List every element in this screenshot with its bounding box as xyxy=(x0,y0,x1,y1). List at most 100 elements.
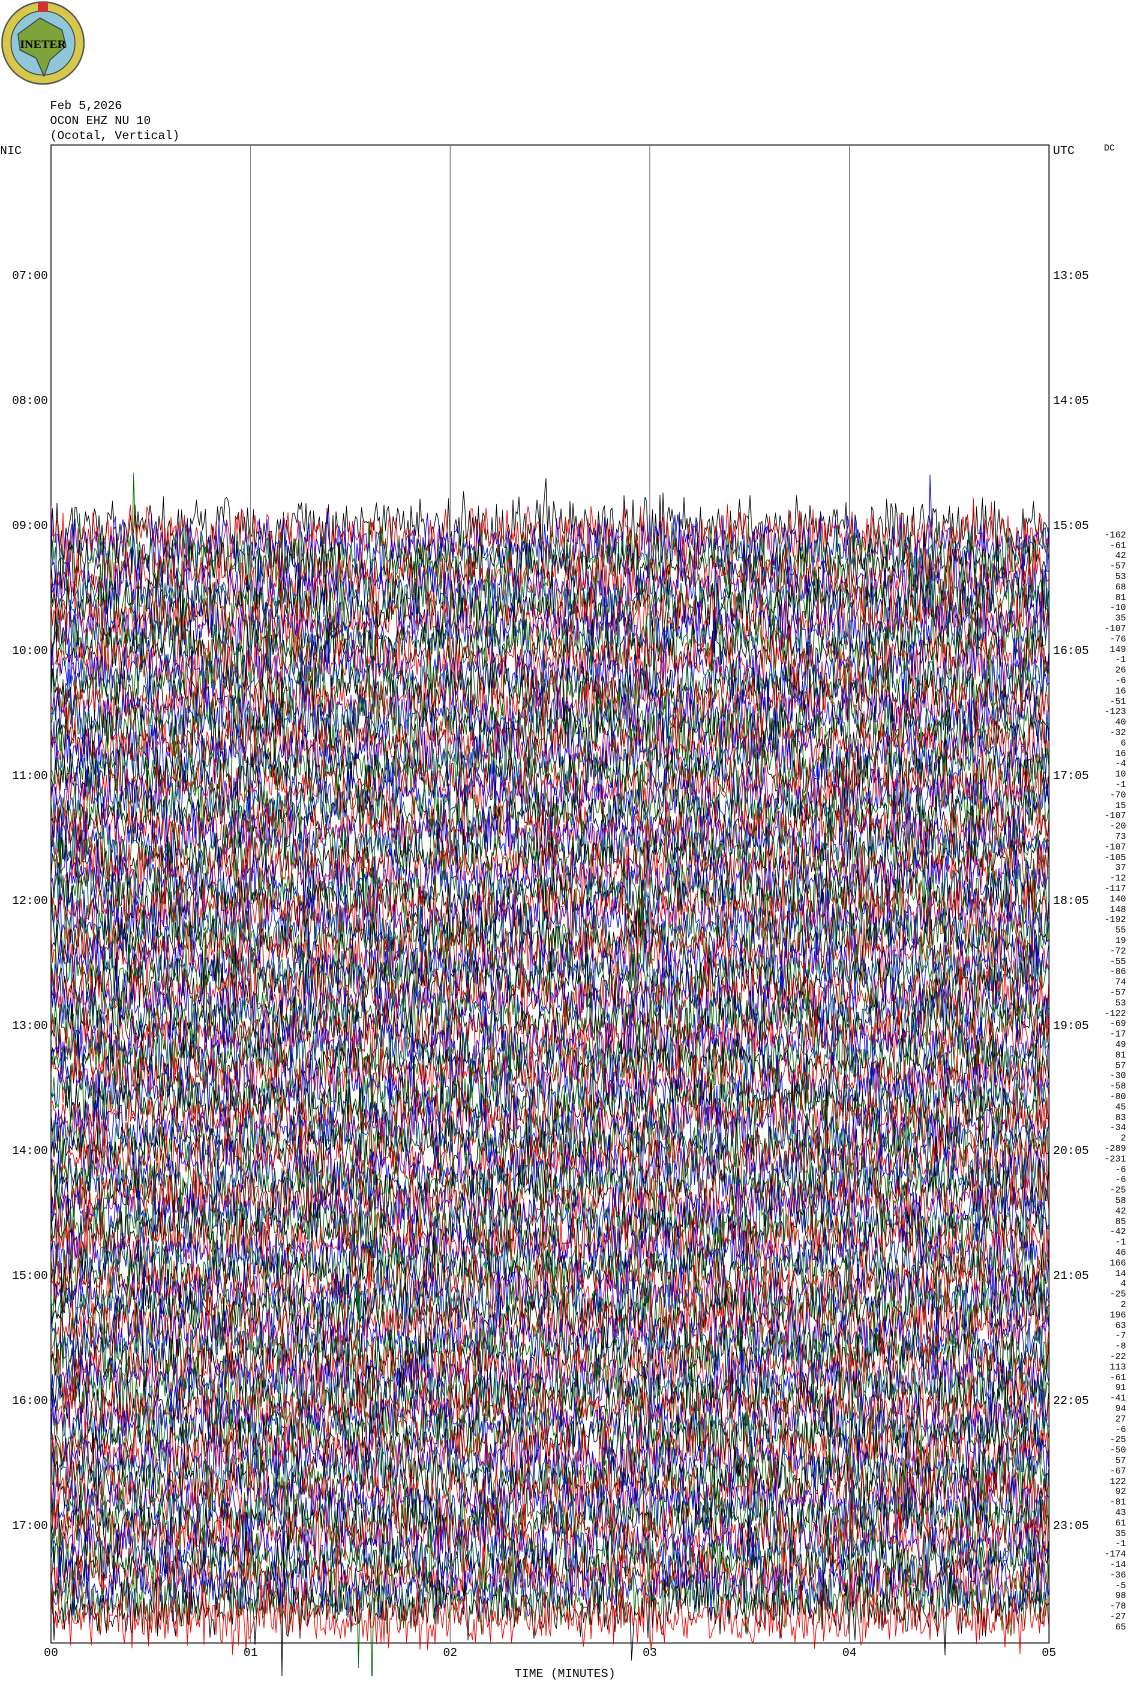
dc-value: -162 xyxy=(1104,530,1126,540)
dc-value: 2 xyxy=(1121,1300,1126,1310)
utc-time: 15:05 xyxy=(1053,519,1089,533)
dc-value: 140 xyxy=(1110,894,1126,904)
trace xyxy=(51,705,1049,809)
x-tick-label: 03 xyxy=(643,1646,657,1660)
utc-time: 17:05 xyxy=(1053,769,1089,783)
trace xyxy=(51,1494,1049,1590)
dc-value: 91 xyxy=(1115,1383,1126,1393)
dc-value: 27 xyxy=(1115,1414,1126,1424)
trace xyxy=(51,957,1049,1054)
logo-text: INETER xyxy=(20,37,66,51)
dc-value: -80 xyxy=(1110,1092,1126,1102)
location: (Ocotal, Vertical) xyxy=(50,129,180,143)
trace xyxy=(51,577,1049,738)
dc-value: 53 xyxy=(1115,572,1126,582)
dc-value: -78 xyxy=(1110,1602,1126,1612)
trace xyxy=(51,1194,1049,1272)
trace xyxy=(51,551,1049,659)
dc-value: -107 xyxy=(1104,624,1126,634)
dc-value: -14 xyxy=(1110,1560,1126,1570)
dc-value: 14 xyxy=(1115,1269,1126,1279)
x-axis-label: TIME (MINUTES) xyxy=(515,1667,616,1681)
dc-value: -30 xyxy=(1110,1071,1126,1081)
dc-value: 35 xyxy=(1115,614,1126,624)
trace xyxy=(51,781,1049,857)
dc-value: -25 xyxy=(1110,1290,1126,1300)
utc-time: 22:05 xyxy=(1053,1394,1089,1408)
dc-value: -25 xyxy=(1110,1186,1126,1196)
nic-time: 14:00 xyxy=(12,1144,48,1158)
trace xyxy=(51,931,1049,1056)
right-axis-label: UTC xyxy=(1053,144,1075,158)
trace xyxy=(51,1425,1049,1518)
dc-value: -67 xyxy=(1110,1466,1126,1476)
trace xyxy=(51,1131,1049,1207)
trace xyxy=(51,940,1049,1041)
dc-value: -6 xyxy=(1115,676,1126,686)
dc-value: 98 xyxy=(1115,1591,1126,1601)
dc-value: 16 xyxy=(1115,686,1126,696)
trace xyxy=(51,1045,1049,1176)
utc-time: 19:05 xyxy=(1053,1019,1089,1033)
dc-value: 49 xyxy=(1115,1040,1126,1050)
trace xyxy=(51,549,1049,658)
dc-value: -192 xyxy=(1104,915,1126,925)
nic-time: 07:00 xyxy=(12,269,48,283)
trace xyxy=(51,1353,1049,1448)
dc-value: 149 xyxy=(1110,645,1126,655)
dc-value: 57 xyxy=(1115,1061,1126,1071)
trace xyxy=(51,1152,1049,1271)
trace xyxy=(51,1145,1049,1227)
dc-value: -174 xyxy=(1104,1550,1126,1560)
trace xyxy=(51,478,1049,566)
dc-value: -17 xyxy=(1110,1030,1126,1040)
trace xyxy=(51,657,1049,764)
dc-value: -231 xyxy=(1104,1154,1126,1164)
dc-value: 6 xyxy=(1121,738,1126,748)
trace xyxy=(51,1256,1049,1375)
trace xyxy=(51,1109,1049,1199)
dc-value: -51 xyxy=(1110,697,1126,707)
dc-value: -50 xyxy=(1110,1446,1126,1456)
dc-value: -6 xyxy=(1115,1175,1126,1185)
dc-value: -81 xyxy=(1110,1498,1126,1508)
dc-value: -41 xyxy=(1110,1394,1126,1404)
dc-value: -1 xyxy=(1115,655,1126,665)
dc-label: DC xyxy=(1104,143,1115,153)
dc-value: -76 xyxy=(1110,634,1126,644)
dc-value: 40 xyxy=(1115,718,1126,728)
dc-value: -107 xyxy=(1104,842,1126,852)
dc-value: 81 xyxy=(1115,1050,1126,1060)
dc-value: -32 xyxy=(1110,728,1126,738)
dc-value: -58 xyxy=(1110,1082,1126,1092)
dc-value: -36 xyxy=(1110,1570,1126,1580)
utc-time: 20:05 xyxy=(1053,1144,1089,1158)
dc-value: -6 xyxy=(1115,1425,1126,1435)
dc-value: -1 xyxy=(1115,1238,1126,1248)
trace xyxy=(51,1000,1049,1091)
trace xyxy=(51,796,1049,902)
dc-value: 148 xyxy=(1110,905,1126,915)
trace xyxy=(51,1105,1049,1190)
dc-value: 57 xyxy=(1115,1456,1126,1466)
dc-value: 63 xyxy=(1115,1321,1126,1331)
dc-value: 166 xyxy=(1110,1258,1126,1268)
dc-value: 10 xyxy=(1115,770,1126,780)
nic-time: 11:00 xyxy=(12,769,48,783)
nic-time: 09:00 xyxy=(12,519,48,533)
trace xyxy=(51,902,1049,987)
trace xyxy=(51,1456,1049,1540)
trace xyxy=(51,1055,1049,1144)
dc-value: -1 xyxy=(1115,1539,1126,1549)
dc-value: -86 xyxy=(1110,967,1126,977)
dc-value: 26 xyxy=(1115,666,1126,676)
dc-value: -123 xyxy=(1104,707,1126,717)
dc-value: 19 xyxy=(1115,936,1126,946)
trace xyxy=(51,1228,1049,1321)
dc-value: -34 xyxy=(1110,1123,1126,1133)
dc-value: -1 xyxy=(1115,780,1126,790)
dc-value: -42 xyxy=(1110,1227,1126,1237)
dc-value: -61 xyxy=(1110,541,1126,551)
dc-value: 55 xyxy=(1115,926,1126,936)
utc-time: 14:05 xyxy=(1053,394,1089,408)
